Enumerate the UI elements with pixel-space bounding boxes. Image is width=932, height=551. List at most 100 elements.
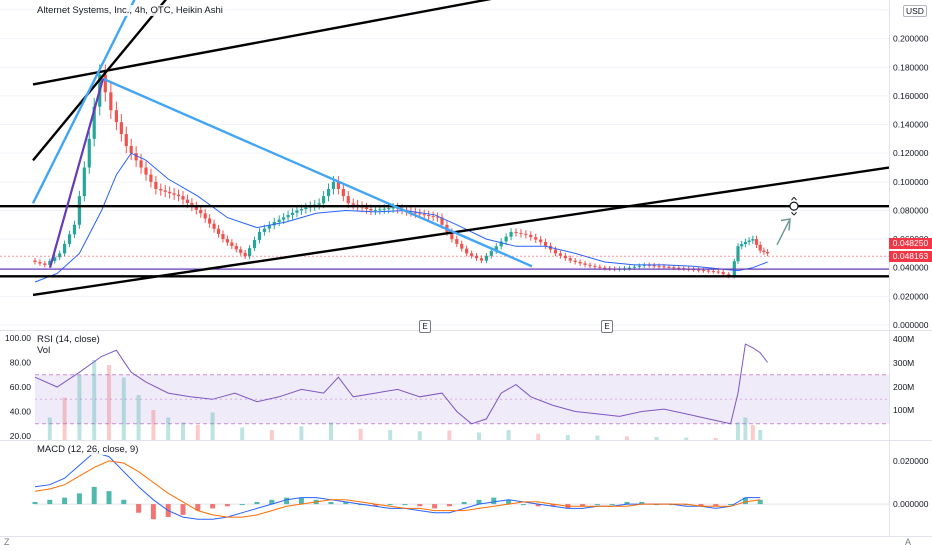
candle[interactable] — [588, 264, 592, 266]
candle[interactable] — [290, 212, 295, 216]
candle[interactable] — [711, 271, 715, 273]
candle[interactable] — [524, 233, 528, 235]
candle[interactable] — [212, 223, 216, 229]
candle[interactable] — [317, 203, 321, 205]
candle[interactable] — [632, 266, 636, 268]
candle[interactable] — [706, 270, 710, 272]
candle[interactable] — [435, 216, 440, 218]
candle[interactable] — [92, 106, 96, 139]
candle[interactable] — [529, 234, 533, 238]
candle[interactable] — [677, 267, 681, 269]
candle[interactable] — [134, 153, 138, 161]
candle[interactable] — [504, 236, 508, 242]
candle[interactable] — [208, 218, 212, 224]
candle[interactable] — [465, 248, 469, 254]
trendline-drawing[interactable] — [32, 0, 493, 86]
candle[interactable] — [149, 174, 153, 182]
candle[interactable] — [364, 207, 369, 210]
candle[interactable] — [766, 251, 770, 254]
candle[interactable] — [199, 209, 203, 214]
candle[interactable] — [43, 263, 47, 265]
candle[interactable] — [754, 239, 759, 245]
candle[interactable] — [696, 269, 701, 271]
candle[interactable] — [114, 110, 118, 123]
candle[interactable] — [637, 265, 641, 267]
currency-tag[interactable]: USD — [903, 5, 927, 17]
candle[interactable] — [103, 74, 107, 93]
candle[interactable] — [509, 231, 513, 237]
candle[interactable] — [185, 199, 190, 204]
candle[interactable] — [225, 239, 229, 243]
candle[interactable] — [514, 231, 518, 233]
candle[interactable] — [494, 246, 498, 252]
candle[interactable] — [422, 214, 426, 216]
candle[interactable] — [701, 270, 706, 272]
candle[interactable] — [109, 92, 113, 111]
candle[interactable] — [119, 122, 123, 135]
candle[interactable] — [129, 146, 133, 154]
candle[interactable] — [33, 260, 37, 262]
candle[interactable] — [378, 209, 382, 211]
candle[interactable] — [519, 232, 523, 234]
candle[interactable] — [346, 196, 350, 204]
candle[interactable] — [667, 266, 671, 268]
candle[interactable] — [67, 234, 72, 244]
candle[interactable] — [662, 266, 666, 268]
candle[interactable] — [484, 255, 488, 261]
earnings-marker[interactable]: E — [601, 320, 613, 333]
time-axis[interactable] — [0, 536, 932, 551]
candle[interactable] — [544, 241, 548, 246]
candle[interactable] — [331, 181, 336, 189]
earnings-marker[interactable]: E — [419, 320, 431, 333]
candle[interactable] — [304, 207, 308, 210]
candle[interactable] — [82, 167, 86, 197]
candle[interactable] — [72, 224, 77, 235]
candle[interactable] — [762, 250, 766, 252]
candle[interactable] — [341, 188, 345, 197]
candle[interactable] — [230, 242, 234, 246]
candle[interactable] — [553, 249, 558, 254]
trendline-drawing[interactable] — [32, 0, 175, 162]
trendline-drawing[interactable] — [32, 166, 889, 297]
candle[interactable] — [336, 181, 340, 189]
candle[interactable] — [563, 255, 567, 259]
candle[interactable] — [657, 265, 661, 267]
candle[interactable] — [154, 181, 158, 189]
trendline-drawing[interactable] — [48, 78, 105, 269]
projection-arrow[interactable] — [776, 218, 791, 246]
candle[interactable] — [181, 196, 185, 200]
candle[interactable] — [239, 249, 243, 253]
candle[interactable] — [539, 239, 543, 242]
pane-separator-rsi[interactable] — [0, 330, 932, 331]
crosshair-handle[interactable] — [789, 201, 799, 211]
candle[interactable] — [144, 167, 148, 175]
candle[interactable] — [262, 228, 266, 232]
candle[interactable] — [252, 240, 257, 249]
candle[interactable] — [391, 207, 395, 209]
candle[interactable] — [489, 251, 493, 256]
candle[interactable] — [418, 213, 422, 215]
candle[interactable] — [593, 265, 597, 267]
price-axis[interactable] — [889, 0, 932, 536]
candle[interactable] — [163, 190, 167, 192]
candle[interactable] — [440, 217, 444, 225]
candle[interactable] — [431, 215, 435, 217]
trendline-drawing[interactable] — [102, 77, 533, 268]
candle[interactable] — [159, 188, 163, 191]
price-pane[interactable] — [0, 0, 889, 536]
candle[interactable] — [53, 257, 57, 262]
candle[interactable] — [326, 188, 331, 197]
candle[interactable] — [568, 258, 572, 261]
candle[interactable] — [124, 134, 128, 147]
candle[interactable] — [351, 203, 355, 205]
candle[interactable] — [721, 272, 725, 275]
candle[interactable] — [387, 208, 391, 210]
candle[interactable] — [672, 267, 676, 269]
candle[interactable] — [598, 266, 602, 268]
candle[interactable] — [578, 262, 582, 264]
candle[interactable] — [470, 253, 474, 256]
candle[interactable] — [758, 244, 762, 251]
candle[interactable] — [194, 206, 198, 210]
candle[interactable] — [87, 138, 91, 168]
